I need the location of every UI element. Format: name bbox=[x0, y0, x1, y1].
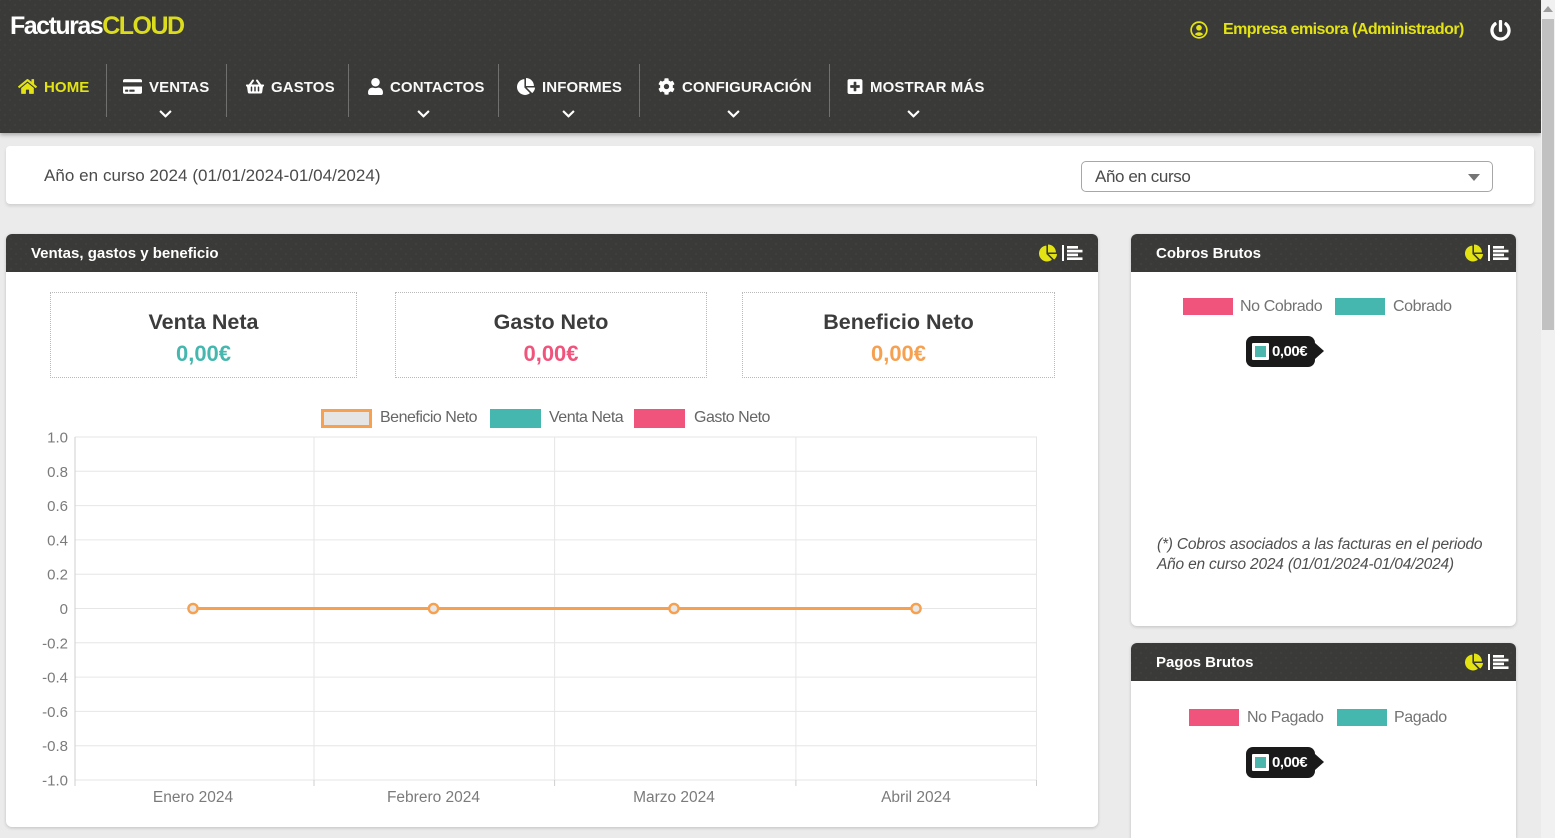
svg-text:-1.0: -1.0 bbox=[42, 773, 68, 790]
svg-text:Enero 2024: Enero 2024 bbox=[153, 789, 234, 806]
svg-text:Abril 2024: Abril 2024 bbox=[881, 789, 951, 806]
svg-text:Marzo 2024: Marzo 2024 bbox=[633, 789, 715, 806]
svg-text:1.0: 1.0 bbox=[47, 430, 68, 447]
svg-text:-0.8: -0.8 bbox=[42, 738, 68, 755]
svg-text:0.2: 0.2 bbox=[47, 567, 68, 584]
svg-text:0.8: 0.8 bbox=[47, 464, 68, 481]
svg-text:-0.6: -0.6 bbox=[42, 704, 68, 721]
svg-text:0.4: 0.4 bbox=[47, 532, 68, 549]
svg-text:-0.2: -0.2 bbox=[42, 635, 68, 652]
svg-text:0.6: 0.6 bbox=[47, 498, 68, 515]
svg-text:-0.4: -0.4 bbox=[42, 670, 68, 687]
svg-text:0: 0 bbox=[60, 601, 68, 618]
svg-text:Febrero 2024: Febrero 2024 bbox=[387, 789, 480, 806]
